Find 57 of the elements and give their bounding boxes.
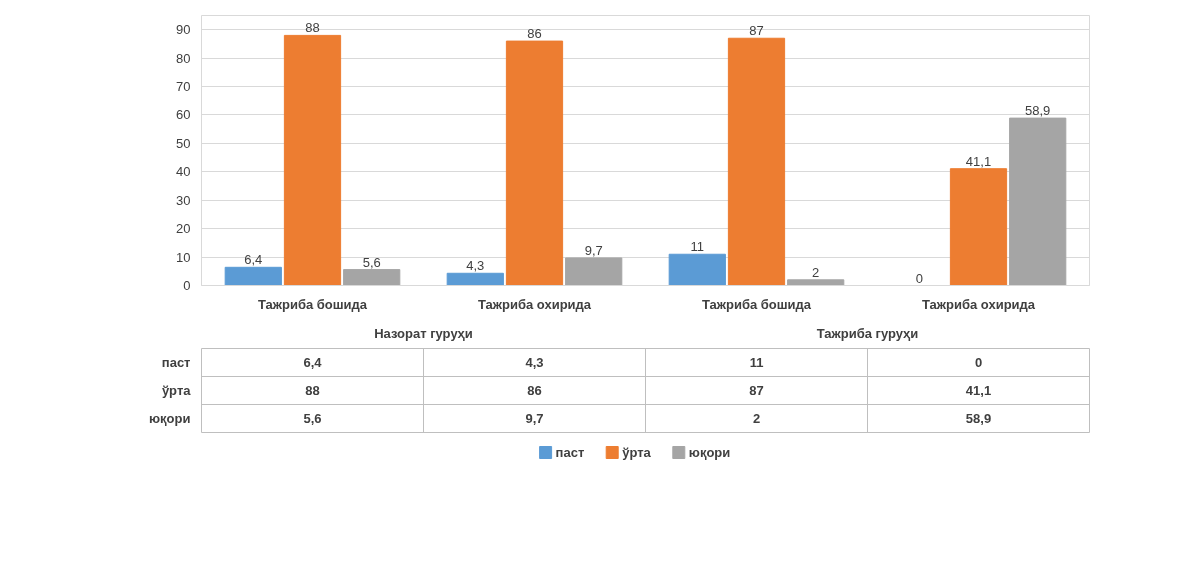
bar (446, 272, 504, 286)
y-tick-label: 50 (176, 135, 191, 151)
y-tick-label: 90 (176, 22, 191, 38)
legend-label: юқори (688, 445, 731, 460)
bar (668, 253, 726, 286)
text: 58,9 (1025, 103, 1051, 119)
text: 2 (812, 264, 820, 280)
legend-label: паст (555, 445, 585, 460)
text: 5,6 (362, 254, 381, 270)
bar (224, 266, 282, 286)
x-tick-label: Тажриба бошида (701, 296, 812, 312)
text: паст (161, 355, 191, 370)
text: Назорат гуруҳи (374, 325, 473, 341)
text: 4,3 (466, 258, 485, 274)
y-tick-label: 70 (176, 79, 191, 95)
data-label: 88 (305, 383, 320, 398)
text: 86 (527, 26, 542, 42)
text: 11 (690, 239, 705, 255)
data-label: 41,1 (965, 383, 992, 398)
data-label: 4,3 (525, 355, 544, 370)
bar (343, 269, 401, 286)
bar (505, 40, 564, 286)
data-label: 6,4 (303, 355, 323, 370)
x-tick-label: Тажриба бошида (257, 296, 368, 312)
data-label: 2 (752, 411, 761, 426)
bar (283, 34, 342, 286)
bar (727, 37, 786, 286)
text: 6,4 (244, 252, 263, 268)
data-label: 9,7 (525, 411, 544, 426)
text: ўрта (161, 383, 191, 398)
bar (949, 168, 1008, 286)
legend-label: ўрта (622, 445, 652, 460)
x-tick-label: Тажриба охирида (477, 296, 592, 312)
data-label: 11 (749, 355, 764, 370)
text: 88 (305, 20, 320, 36)
data-label: 86 (527, 383, 542, 398)
text: юқори (149, 411, 191, 426)
data-label: 0 (974, 355, 983, 370)
text: 9,7 (584, 242, 603, 258)
y-tick-label: 0 (183, 278, 191, 293)
bar (1009, 117, 1067, 286)
y-tick-label: 10 (176, 249, 191, 265)
data-label: 87 (749, 383, 764, 398)
text: Тажриба гуруҳи (816, 325, 919, 341)
bar (787, 279, 845, 286)
y-tick-label: 30 (176, 192, 191, 208)
text: 87 (749, 23, 764, 39)
text: 0 (915, 270, 923, 286)
y-tick-label: 20 (176, 221, 191, 237)
data-label: 5,6 (303, 411, 322, 426)
y-tick-label: 80 (176, 50, 191, 66)
text: 41,1 (965, 153, 992, 169)
y-tick-label: 60 (176, 107, 191, 123)
data-label: 58,9 (965, 411, 992, 426)
x-tick-label: Тажриба охирида (921, 296, 1036, 312)
y-tick-label: 40 (176, 164, 191, 180)
bar (565, 257, 623, 286)
